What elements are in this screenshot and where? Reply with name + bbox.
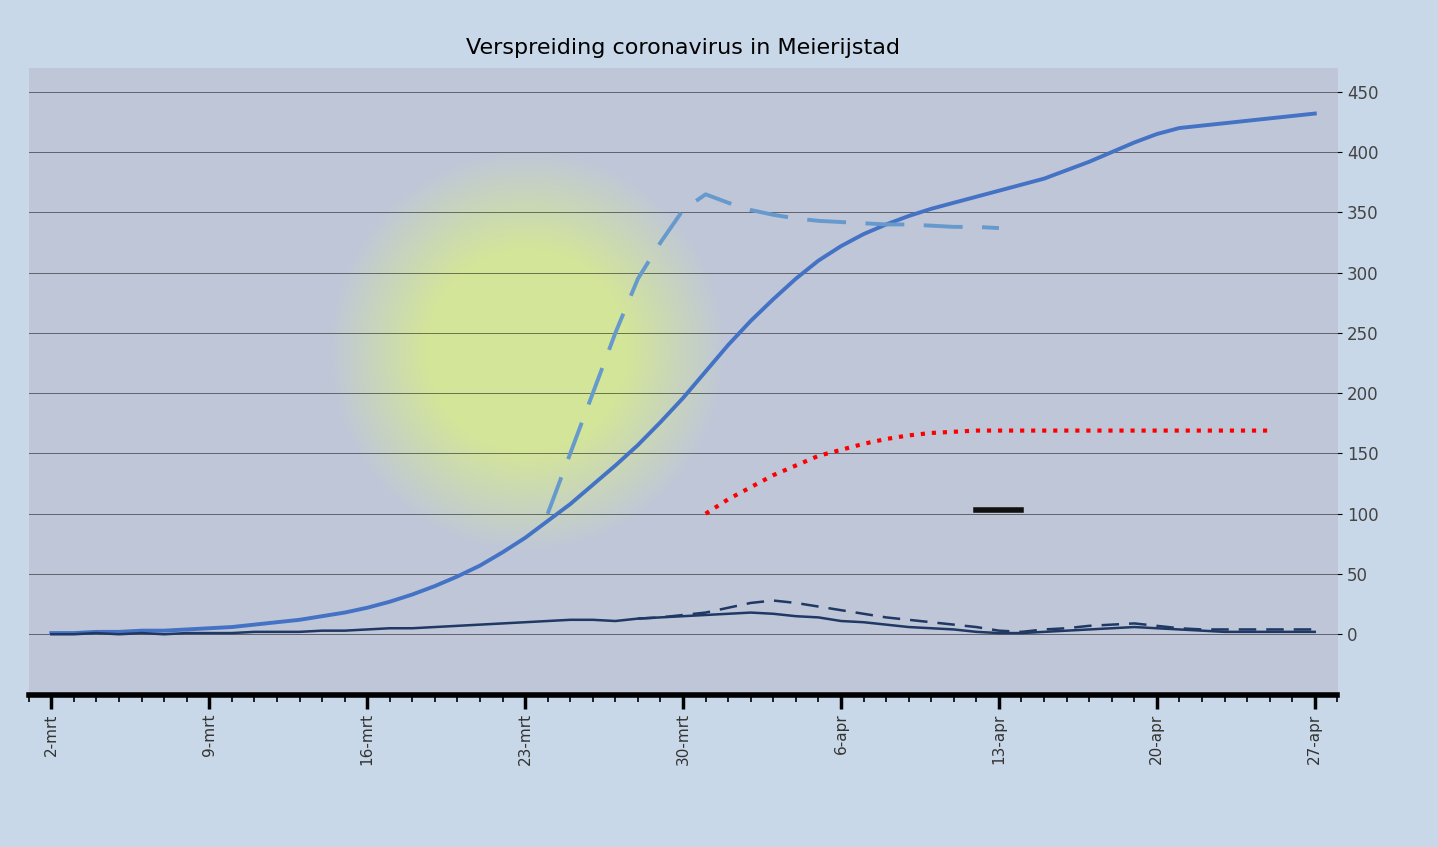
Title: Verspreiding coronavirus in Meierijstad: Verspreiding coronavirus in Meierijstad [466, 38, 900, 58]
